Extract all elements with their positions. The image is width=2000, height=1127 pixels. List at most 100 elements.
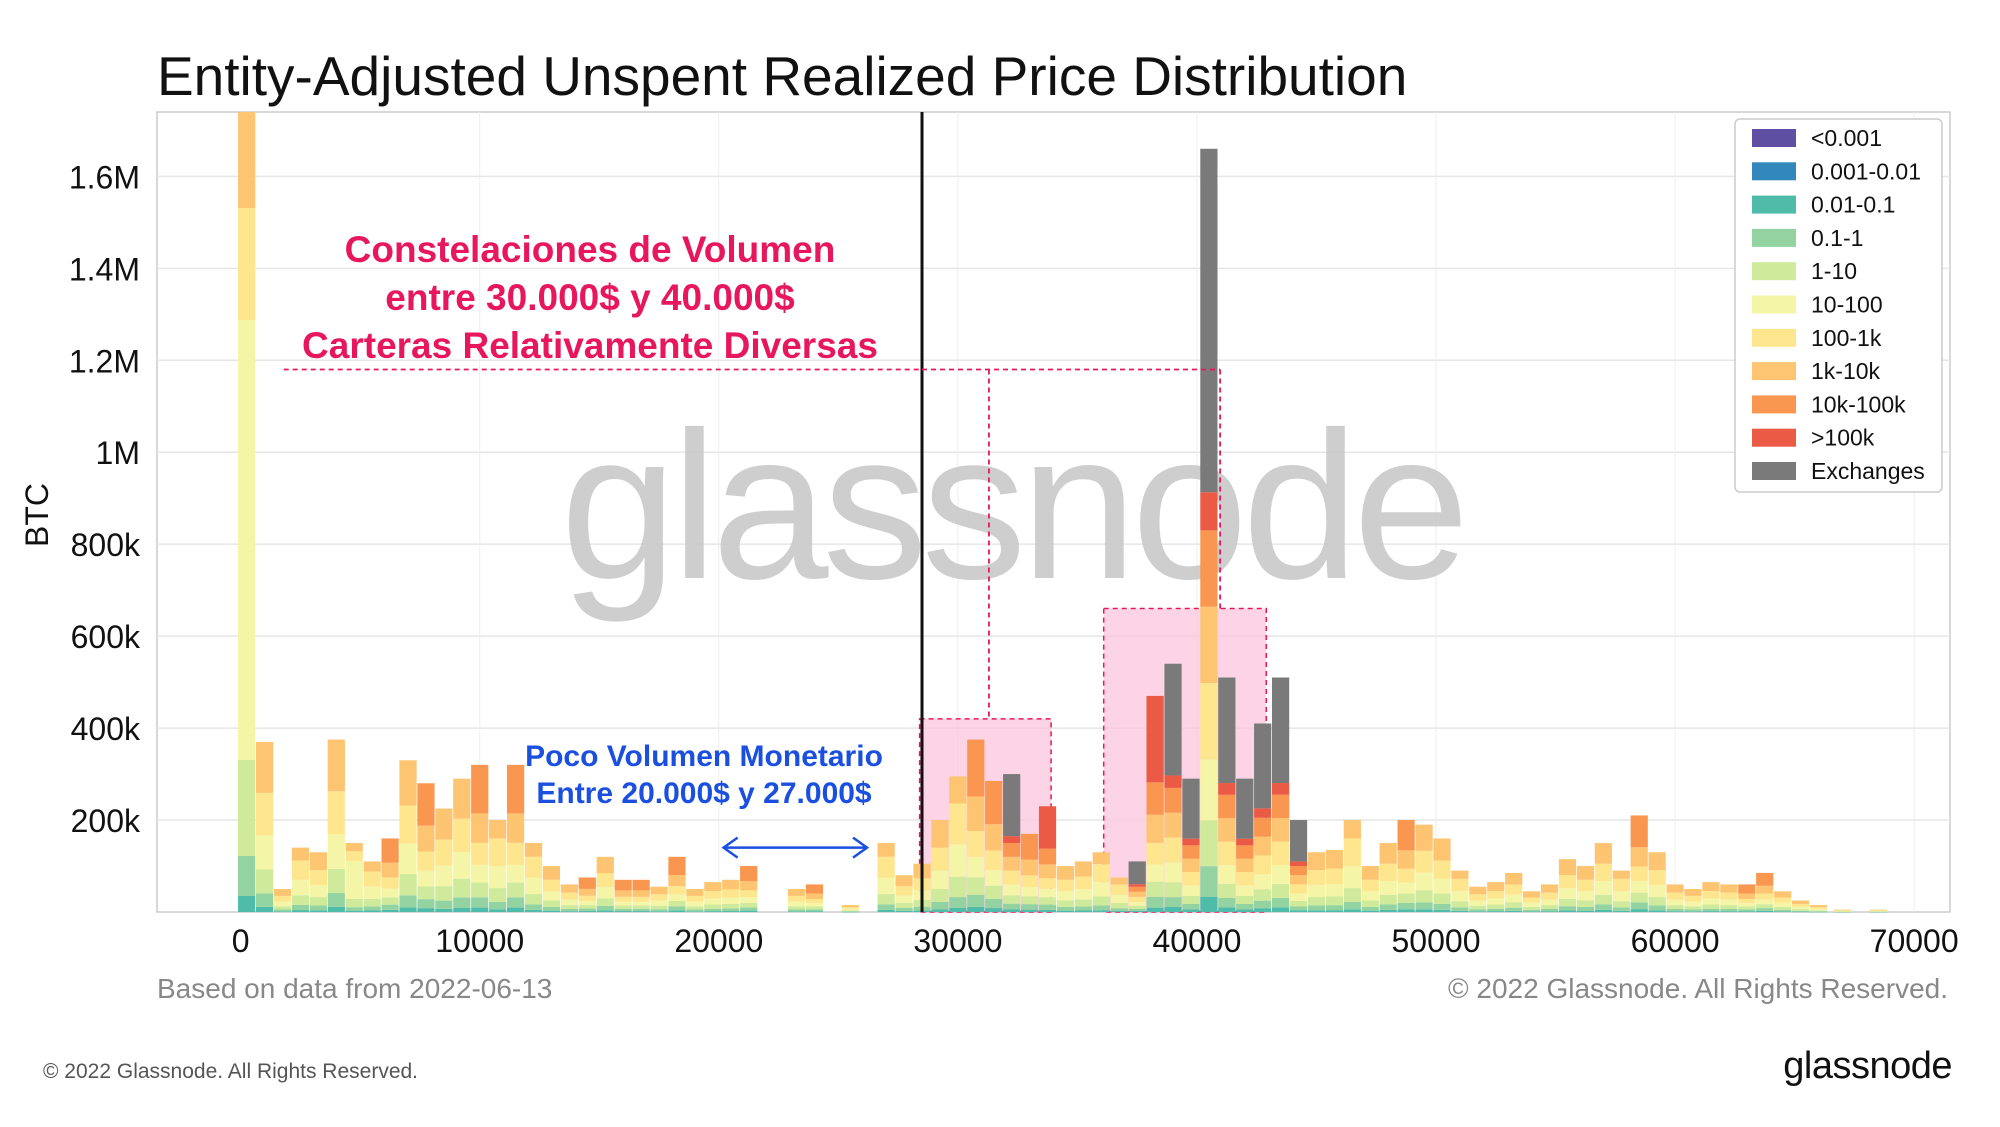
bar [1092, 852, 1110, 912]
bar-segment [931, 847, 949, 871]
bar-segment [1540, 905, 1559, 909]
bar-segment [1612, 901, 1630, 908]
bar-segment [578, 908, 596, 911]
bar-segment [1505, 902, 1523, 908]
bar-segment [1182, 872, 1200, 886]
bar-segment [399, 805, 417, 844]
bar-segment [1200, 606, 1218, 684]
bar-segment [1612, 878, 1630, 892]
bar-segment [1666, 911, 1684, 912]
bar-segment [1523, 897, 1541, 903]
bar-segment [722, 903, 740, 909]
bar-segment [931, 909, 949, 912]
bar-segment [787, 895, 806, 902]
bar-segment [1666, 899, 1684, 906]
bar-segment [1164, 862, 1182, 883]
bar-segment [345, 843, 363, 852]
bar-segment [1236, 845, 1254, 859]
bar-segment [1469, 909, 1487, 912]
bar-segment [560, 908, 578, 912]
bar-segment [668, 906, 686, 911]
bar-segment [363, 898, 381, 907]
bar-segment [877, 877, 895, 895]
bar-segment [1648, 870, 1666, 886]
bar-segment [1558, 910, 1577, 912]
bar-segment [1254, 723, 1272, 809]
bar-segment [1379, 909, 1397, 912]
bar-segment [309, 885, 327, 898]
bar-segment [1307, 897, 1326, 906]
bar-segment [1325, 868, 1344, 885]
bar-segment [722, 879, 740, 890]
bar-segment [1254, 900, 1272, 909]
bar-segment [614, 901, 632, 906]
bar-segment [399, 907, 417, 912]
bar-segment [1594, 904, 1612, 910]
legend-swatch [1752, 129, 1796, 147]
bar-segment [1307, 910, 1326, 912]
bar-segment [1056, 906, 1075, 911]
bar-segment [1272, 818, 1290, 842]
bar-segment [1809, 905, 1828, 908]
bar-segment [967, 796, 985, 831]
legend-swatch [1752, 228, 1796, 247]
bar-segment [967, 830, 985, 857]
bar-segment [381, 838, 399, 863]
bar-segment [967, 894, 985, 907]
bar-segment [1630, 909, 1648, 912]
bar-segment [560, 905, 578, 909]
bar-segment [1218, 897, 1236, 908]
annotation-pink-line-1: Constelaciones de Volumen [345, 229, 836, 270]
bar-segment [1809, 908, 1828, 911]
bar [1469, 886, 1487, 912]
bar-segment [578, 905, 596, 909]
bar [1254, 723, 1272, 912]
bar [632, 879, 650, 912]
legend-label: 0.01-0.1 [1811, 192, 1895, 218]
bar-segment [309, 910, 327, 912]
bar-segment [985, 885, 1003, 899]
bar-segment [877, 843, 895, 857]
x-tick-label: 60000 [1631, 923, 1720, 959]
bar-segment [1236, 838, 1254, 846]
bar-segment [1523, 891, 1541, 898]
bar-segment [291, 910, 310, 912]
x-tick-label: 40000 [1152, 923, 1241, 959]
bar-segment [841, 911, 859, 912]
bar-segment [506, 864, 525, 883]
bar-segment [560, 911, 578, 912]
bar-segment [841, 907, 859, 909]
bar-segment [1433, 909, 1451, 912]
bar-segment [1720, 892, 1738, 900]
bar-segment [578, 895, 596, 901]
bar [1523, 891, 1541, 912]
bar-segment [1289, 893, 1308, 901]
bar-segment [1451, 878, 1469, 892]
bar [686, 889, 704, 912]
bar-segment [1379, 904, 1397, 910]
bar-segment [805, 911, 824, 912]
bar-segment [255, 869, 274, 894]
bar-segment [722, 889, 740, 898]
bar-segment [1110, 908, 1128, 911]
bar-segment [1630, 847, 1648, 867]
bar-segment [1218, 841, 1236, 866]
bar [1164, 663, 1182, 912]
bar-segment [1415, 872, 1433, 891]
bar-segment [453, 778, 471, 819]
bar-segment [1218, 907, 1236, 912]
bar-segment [1594, 863, 1612, 881]
bar-segment [967, 856, 985, 878]
bar-segment [931, 870, 949, 890]
bar-segment [1451, 901, 1469, 908]
bar [841, 905, 859, 913]
bar-segment [471, 813, 489, 843]
bar-segment [327, 893, 345, 907]
bar-segment [1289, 866, 1308, 876]
bar-segment [506, 907, 525, 912]
bar-segment [1110, 884, 1128, 895]
legend-swatch [1752, 428, 1796, 447]
bar-segment [1415, 824, 1433, 851]
bar-segment [1487, 908, 1505, 912]
bar-segment [1092, 882, 1110, 897]
